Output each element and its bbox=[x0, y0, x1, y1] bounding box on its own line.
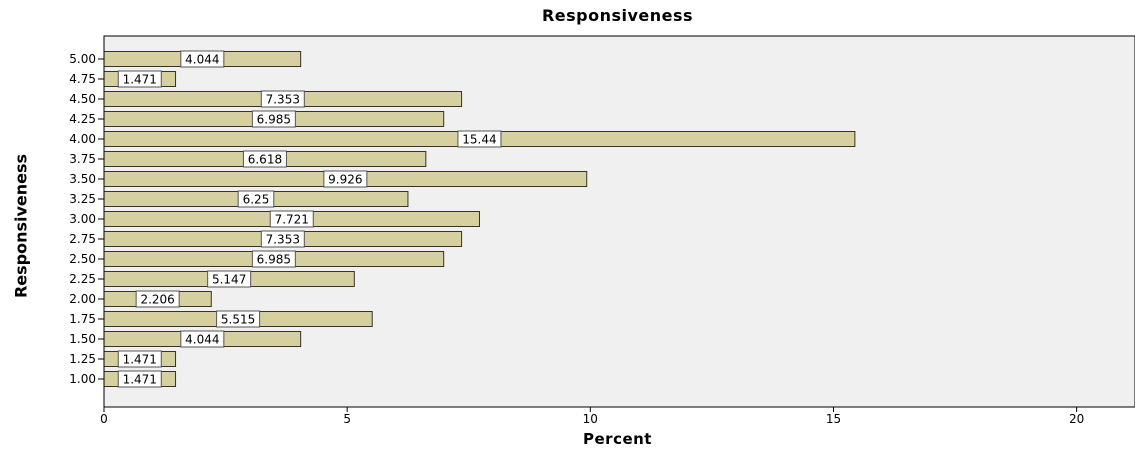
data-label: 7.353 bbox=[266, 93, 300, 107]
x-tick-label: 10 bbox=[583, 412, 598, 426]
y-tick-label: 2.00 bbox=[69, 292, 96, 306]
data-label: 1.471 bbox=[123, 373, 157, 387]
x-tick-label: 0 bbox=[100, 412, 108, 426]
data-label-box bbox=[207, 270, 252, 288]
data-label-box bbox=[117, 370, 162, 388]
x-tick-label: 5 bbox=[343, 412, 351, 426]
y-tick-label: 4.00 bbox=[69, 132, 96, 146]
y-tick-label: 1.75 bbox=[69, 312, 96, 326]
data-label-box bbox=[242, 150, 287, 168]
data-label: 7.721 bbox=[275, 213, 309, 227]
data-label: 5.147 bbox=[212, 273, 246, 287]
data-label: 9.926 bbox=[328, 173, 362, 187]
y-tick-label: 3.00 bbox=[69, 212, 96, 226]
y-tick-label: 1.25 bbox=[69, 352, 96, 366]
data-label: 6.985 bbox=[257, 113, 291, 127]
x-tick-label: 15 bbox=[826, 412, 841, 426]
y-tick-label: 5.00 bbox=[69, 52, 96, 66]
data-label: 5.515 bbox=[221, 313, 255, 327]
data-label-box bbox=[457, 130, 502, 148]
data-label: 1.471 bbox=[123, 353, 157, 367]
data-label: 2.206 bbox=[140, 293, 174, 307]
data-label: 15.44 bbox=[462, 133, 496, 147]
x-tick-label: 20 bbox=[1069, 412, 1084, 426]
data-label: 7.353 bbox=[266, 233, 300, 247]
y-tick-label: 2.25 bbox=[69, 272, 96, 286]
y-tick-label: 4.75 bbox=[69, 72, 96, 86]
data-label: 6.25 bbox=[243, 193, 270, 207]
data-label-box bbox=[180, 50, 225, 68]
data-label-box bbox=[180, 330, 225, 348]
y-tick-label: 3.50 bbox=[69, 172, 96, 186]
y-tick-label: 1.50 bbox=[69, 332, 96, 346]
y-tick-label: 4.25 bbox=[69, 112, 96, 126]
data-label-box bbox=[260, 90, 305, 108]
data-label-box bbox=[260, 230, 305, 248]
y-tick-label: 2.75 bbox=[69, 232, 96, 246]
data-label-box bbox=[117, 350, 162, 368]
data-label: 4.044 bbox=[185, 333, 219, 347]
data-label-box bbox=[269, 210, 314, 228]
data-label-box bbox=[237, 190, 275, 208]
data-label-box bbox=[117, 70, 162, 88]
data-label-box bbox=[135, 290, 180, 308]
y-tick-label: 4.50 bbox=[69, 92, 96, 106]
data-label-box bbox=[323, 170, 368, 188]
data-label-box bbox=[251, 110, 296, 128]
data-label: 1.471 bbox=[123, 73, 157, 87]
data-label: 4.044 bbox=[185, 53, 219, 67]
y-tick-label: 1.00 bbox=[69, 372, 96, 386]
y-tick-label: 3.75 bbox=[69, 152, 96, 166]
data-label-box bbox=[251, 250, 296, 268]
data-label: 6.618 bbox=[248, 153, 282, 167]
x-axis-label: Percent bbox=[583, 430, 652, 448]
y-tick-label: 3.25 bbox=[69, 192, 96, 206]
data-label: 6.985 bbox=[257, 253, 291, 267]
data-label-box bbox=[216, 310, 261, 328]
y-tick-label: 2.50 bbox=[69, 252, 96, 266]
chart-title: Responsiveness bbox=[541, 6, 694, 25]
